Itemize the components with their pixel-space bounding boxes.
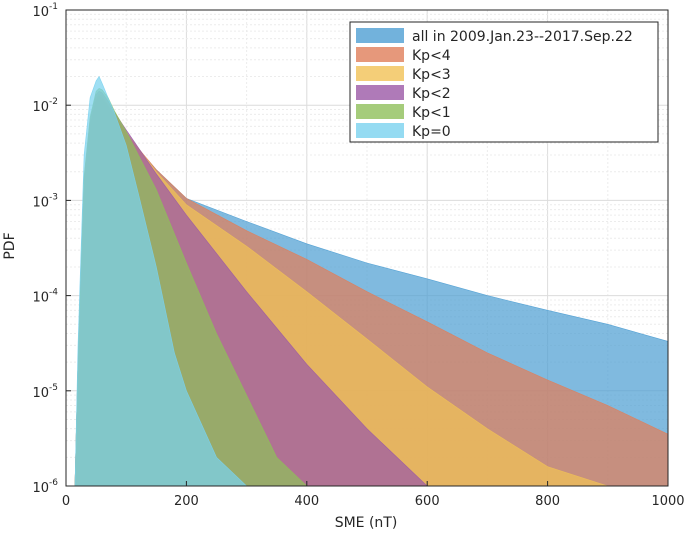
tick-layer: 0 200 400 600 800 1000 10-6 10-5 10-4 10-3 10-2 10-… xyxy=(32,2,684,509)
y-tick-label: 10-1 xyxy=(32,2,58,20)
area-layer xyxy=(74,75,669,487)
y-tick-label: 10-5 xyxy=(32,383,58,401)
legend-swatch xyxy=(356,104,404,119)
y-tick-label: 10-4 xyxy=(32,288,58,306)
legend-label: Kp<2 xyxy=(412,86,451,102)
legend-swatch xyxy=(356,85,404,100)
plot-frame xyxy=(65,9,669,487)
x-tick-label: 0 xyxy=(62,494,70,509)
legend-label: Kp=0 xyxy=(412,124,451,140)
legend-swatch xyxy=(356,123,404,138)
legend-label: Kp<1 xyxy=(412,105,451,121)
legend-swatch xyxy=(356,47,404,62)
x-tick-label: 400 xyxy=(294,494,319,509)
x-tick-label: 200 xyxy=(174,494,199,509)
y-tick-label: 10-2 xyxy=(32,97,58,115)
legend-swatch xyxy=(356,66,404,81)
legend-label: Kp<3 xyxy=(412,67,451,83)
frame-layer xyxy=(65,9,669,487)
x-tick-label: 600 xyxy=(415,494,440,509)
y-axis-label: PDF xyxy=(2,232,18,259)
legend-label: Kp<4 xyxy=(412,48,451,64)
x-tick-label: 1000 xyxy=(651,494,684,509)
x-tick-label: 800 xyxy=(535,494,560,509)
legend-label: all in 2009.Jan.23--2017.Sep.22 xyxy=(412,29,633,45)
y-tick-label: 10-6 xyxy=(32,478,58,496)
legend-swatch xyxy=(356,28,404,43)
y-tick-label: 10-3 xyxy=(32,192,58,210)
legend: all in 2009.Jan.23--2017.Sep.22 Kp<4 Kp<3 K… xyxy=(349,21,659,143)
x-axis-label: SME (nT) xyxy=(335,515,398,531)
